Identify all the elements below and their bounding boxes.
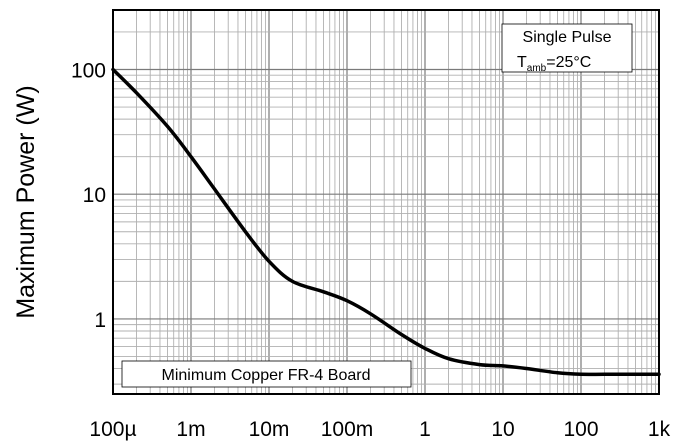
x-tick-label: 100m — [321, 418, 374, 441]
plot-frame — [112, 9, 660, 395]
x-tick-label: 100 — [563, 418, 598, 441]
y-tick-label: 100 — [71, 60, 106, 83]
annotation-board: Minimum Copper FR-4 Board — [121, 360, 412, 388]
power-curve — [111, 67, 661, 377]
y-tick-label: 1 — [94, 309, 106, 332]
x-tick-label: 100µ — [89, 418, 136, 441]
single-pulse-label: Single Pulse — [523, 29, 612, 46]
x-tick-label: 1k — [648, 418, 671, 441]
tamb-main: T — [517, 54, 527, 71]
board-label: Minimum Copper FR-4 Board — [162, 367, 371, 384]
x-tick-label: 1 — [419, 418, 431, 441]
y-axis-label: Maximum Power (W) — [12, 85, 40, 318]
x-tick-label: 10 — [491, 418, 514, 441]
tamb-sub: amb — [527, 63, 547, 74]
y-tick-label: 10 — [83, 184, 106, 207]
annotation-single-pulse: Single Pulse Tamb=25°C — [501, 23, 633, 74]
y-tick-labels: 1 10 100 — [71, 60, 106, 332]
grid — [112, 9, 659, 394]
tamb-label: Tamb=25°C — [517, 54, 591, 74]
tamb-value: =25°C — [546, 54, 591, 71]
x-tick-labels: 100µ 1m 10m 100m 1 10 100 1k — [89, 418, 670, 441]
x-tick-label: 10m — [249, 418, 290, 441]
x-tick-label: 1m — [176, 418, 205, 441]
